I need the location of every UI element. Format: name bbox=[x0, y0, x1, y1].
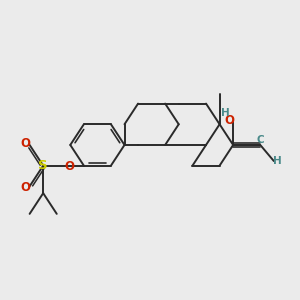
Text: H: H bbox=[221, 108, 230, 118]
Text: O: O bbox=[20, 137, 31, 150]
Text: H: H bbox=[273, 156, 282, 166]
Text: C: C bbox=[256, 135, 264, 145]
Text: S: S bbox=[38, 159, 48, 172]
Text: O: O bbox=[65, 160, 75, 173]
Text: O: O bbox=[20, 181, 31, 194]
Text: O: O bbox=[225, 114, 235, 127]
